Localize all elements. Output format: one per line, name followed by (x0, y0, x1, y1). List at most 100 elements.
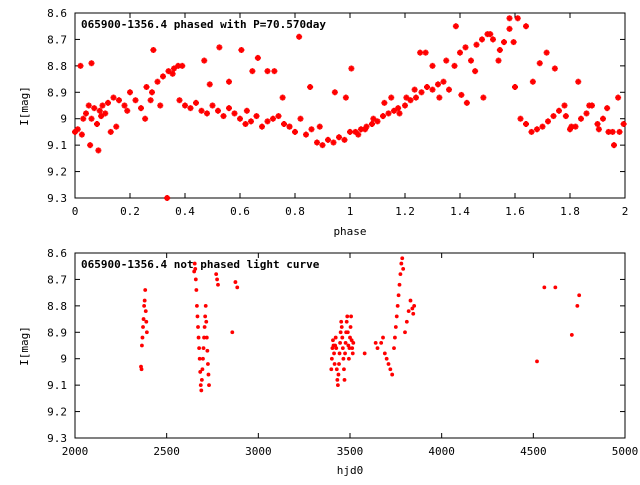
phased-data-point (274, 112, 283, 121)
unphased-x-axis-label: hjd0 (337, 464, 364, 477)
phased-x-tick-label: 0 (72, 205, 79, 218)
phased-data-point (505, 24, 514, 33)
unphased-data-point (392, 346, 396, 351)
phased-data-point (86, 141, 95, 150)
unphased-data-point (386, 362, 391, 366)
phased-data-point (296, 114, 305, 123)
unphased-data-point (197, 346, 202, 351)
unphased-data-point (329, 356, 334, 361)
unphased-data-point (382, 351, 387, 356)
phased-data-point (313, 138, 321, 147)
phased-data-point (410, 85, 419, 94)
unphased-y-tick-label: 8.9 (47, 326, 67, 339)
phased-data-point (335, 133, 343, 142)
phased-data-point (417, 88, 426, 97)
phased-data-point (146, 96, 155, 105)
unphased-data-point (338, 340, 342, 345)
phased-data-point (619, 120, 628, 128)
unphased-x-tick-label: 4000 (428, 445, 455, 458)
phased-data-point (156, 101, 165, 110)
unphased-y-tick-label: 8.8 (47, 300, 67, 313)
phased-data-point (197, 106, 206, 115)
phased-data-point (423, 83, 431, 91)
phased-x-tick-label: 1.2 (395, 205, 415, 218)
phased-data-point (302, 130, 310, 139)
phased-y-tick-label: 9 (60, 113, 67, 126)
unphased-data-point (206, 372, 211, 377)
phased-data-point (225, 104, 233, 113)
unphased-data-point (373, 340, 378, 345)
unphased-data-point (204, 335, 209, 340)
phased-x-tick-label: 0.4 (175, 205, 195, 218)
phased-data-point (456, 48, 464, 57)
phased-data-point (131, 96, 140, 105)
phased-x-tick-label: 0.6 (230, 205, 250, 218)
unphased-data-point (375, 346, 380, 351)
unphased-data-point (344, 319, 349, 324)
phased-data-point (87, 114, 96, 123)
phased-data-point (522, 120, 530, 128)
unphased-data-point (192, 261, 197, 266)
unphased-data-point (381, 335, 385, 340)
phased-data-point (192, 98, 200, 107)
unphased-data-point (203, 303, 208, 308)
phased-data-point (495, 46, 504, 54)
phased-data-point (500, 38, 508, 47)
unphased-data-point (215, 277, 219, 282)
phased-data-point (258, 122, 266, 131)
unphased-data-point (333, 335, 338, 340)
unphased-data-point (201, 356, 205, 361)
unphased-data-point (411, 311, 416, 316)
phased-data-point (451, 22, 460, 31)
unphased-data-point (332, 351, 336, 356)
phased-data-point (87, 59, 96, 68)
unphased-data-point (193, 266, 198, 271)
phased-x-tick-label: 1.6 (505, 205, 525, 218)
phased-data-point (614, 93, 623, 102)
unphased-data-point (340, 335, 345, 340)
unphased-data-point (403, 330, 407, 335)
phased-data-point (513, 14, 522, 23)
unphased-data-point (233, 280, 238, 284)
unphased-data-point (230, 330, 235, 335)
unphased-data-point (196, 325, 200, 329)
unphased-data-point (141, 325, 145, 329)
phased-data-point (585, 101, 594, 110)
phased-data-point (435, 93, 444, 102)
unphased-data-point (396, 293, 401, 298)
phased-y-tick-label: 9.2 (47, 166, 67, 179)
unphased-data-point (140, 335, 145, 340)
unphased-data-point (144, 319, 149, 324)
phased-data-point (236, 114, 244, 123)
phased-data-point (599, 114, 607, 123)
phased-x-axis-label: phase (333, 225, 366, 238)
phased-data-point (387, 93, 396, 102)
unphased-data-point (347, 346, 352, 351)
unphased-data-point (203, 314, 208, 319)
unphased-data-point (202, 335, 206, 340)
unphased-data-point (351, 340, 356, 345)
unphased-y-tick-label: 9 (60, 353, 67, 366)
phased-data-point (307, 125, 316, 134)
phased-data-point (341, 93, 350, 102)
phased-data-point (237, 46, 246, 54)
phased-data-point (567, 122, 576, 131)
unphased-data-point (214, 272, 219, 277)
unphased-data-point (393, 325, 398, 329)
phased-data-point (561, 112, 570, 121)
phased-data-point (560, 101, 569, 110)
phased-data-point (214, 106, 222, 115)
phased-y-axis-label: I[mag] (18, 86, 31, 126)
phased-data-point (544, 117, 552, 126)
unphased-data-point (412, 303, 417, 308)
unphased-data-point (408, 298, 413, 303)
phased-data-point (186, 104, 195, 113)
unphased-data-point (343, 340, 348, 345)
unphased-data-point (406, 309, 411, 314)
unphased-data-point (204, 319, 209, 324)
unphased-y-tick-label: 9.2 (47, 406, 67, 419)
phased-panel: 0 0.2 0.4 0.6 0.8 1 1.2 1.4 1.6 1.8 2 8.6 8.7 8.8 8.9… (18, 7, 628, 238)
phased-y-tick-label: 8.7 (47, 33, 67, 46)
phased-data-point (269, 114, 277, 123)
phased-data-point (175, 96, 184, 105)
